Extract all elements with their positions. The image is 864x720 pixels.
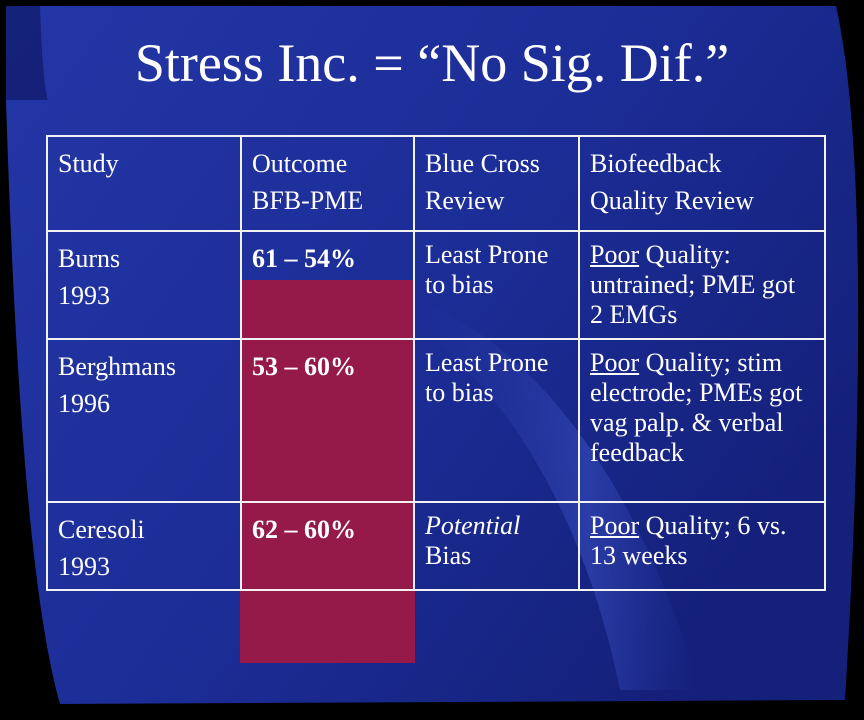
table-row: Burns 1993 61 – 54% Least Prone to bias …: [46, 230, 826, 340]
panel-left-fold: [6, 6, 48, 100]
header-outcome: Outcome BFB-PME: [240, 135, 415, 232]
cell-quality-review: Poor Quality; 6 vs. 13 weeks: [578, 501, 826, 591]
cell-study: Burns 1993: [46, 230, 242, 340]
cell-quality-review: Poor Quality; stim electrode; PMEs got v…: [578, 338, 826, 503]
cell-outcome: 61 – 54%: [240, 230, 415, 340]
table-row: Ceresoli 1993 62 – 60% Potential Bias Po…: [46, 501, 826, 591]
header-study: Study: [46, 135, 242, 232]
header-blue-cross: Blue Cross Review: [413, 135, 580, 232]
header-biofeedback: Biofeedback Quality Review: [578, 135, 826, 232]
cell-blue-cross: Least Prone to bias: [413, 338, 580, 503]
cell-study: Ceresoli 1993: [46, 501, 242, 591]
slide-title: Stress Inc. = “No Sig. Dif.”: [134, 33, 730, 93]
table-row: Berghmans 1996 53 – 60% Least Prone to b…: [46, 338, 826, 503]
cell-outcome: 62 – 60%: [240, 501, 415, 591]
table-header-row: Study Outcome BFB-PME Blue Cross Review …: [46, 135, 826, 232]
comparison-table: Study Outcome BFB-PME Blue Cross Review …: [46, 135, 826, 591]
cell-study: Berghmans 1996: [46, 338, 242, 503]
cell-blue-cross: Least Prone to bias: [413, 230, 580, 340]
cell-quality-review: Poor Quality: untrained; PME got 2 EMGs: [578, 230, 826, 340]
cell-blue-cross: Potential Bias: [413, 501, 580, 591]
cell-outcome: 53 – 60%: [240, 338, 415, 503]
